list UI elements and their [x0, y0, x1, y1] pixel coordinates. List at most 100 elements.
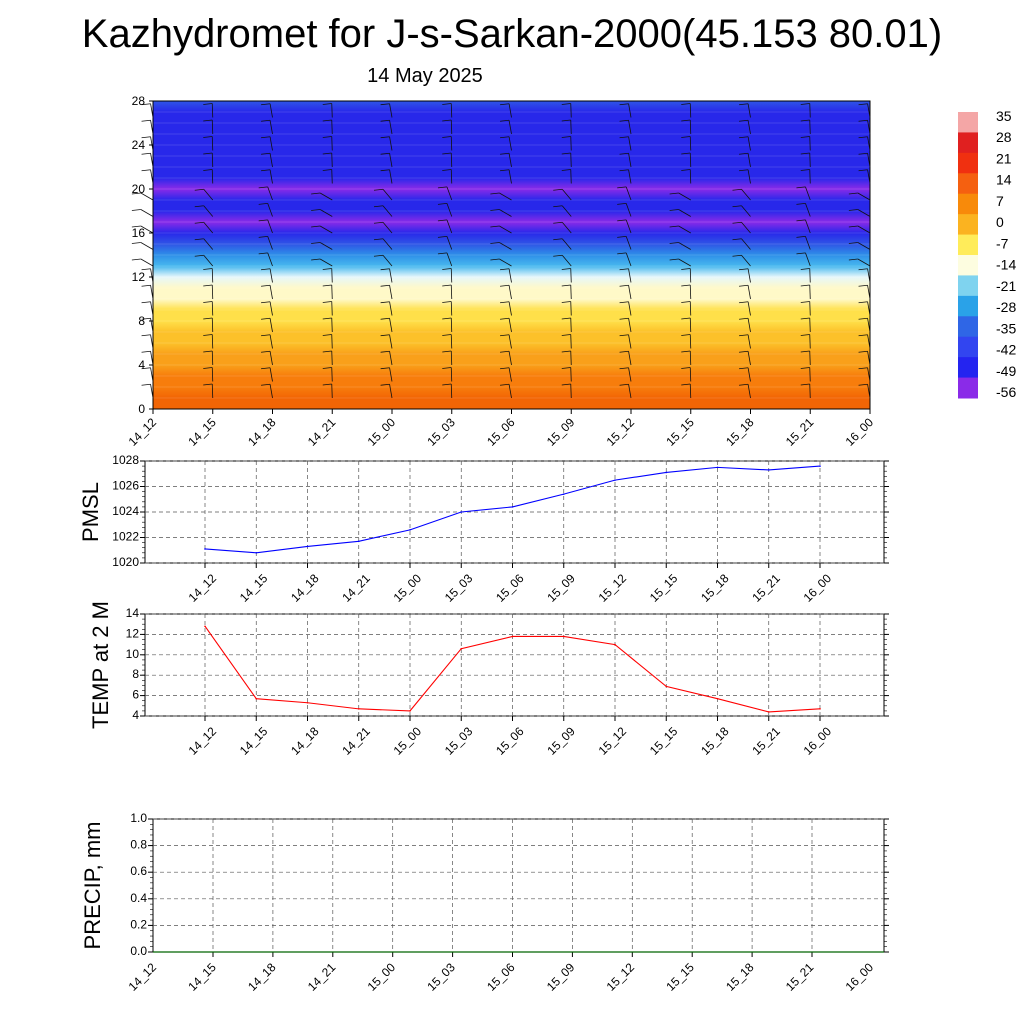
wind-barb-flag — [141, 334, 151, 337]
wind-barb — [805, 252, 811, 267]
x-tick-label: 14_12 — [126, 960, 160, 994]
data-point — [357, 540, 360, 543]
wind-barb-flag — [203, 268, 213, 270]
wind-barb-flag — [858, 317, 868, 320]
wind-barb-flag — [261, 317, 271, 320]
wind-barb-flag — [322, 350, 332, 353]
y-tick-label: 4 — [132, 708, 139, 722]
wind-barb-flag — [322, 284, 332, 287]
wind-barb — [747, 318, 751, 333]
wind-barb — [382, 238, 393, 250]
wind-barb-flag — [561, 152, 571, 155]
wind-barb — [747, 285, 751, 300]
wind-barb — [150, 285, 154, 300]
wind-barb — [805, 203, 811, 217]
wind-barb-flag — [500, 317, 510, 320]
y-tick-label: 1028 — [112, 453, 139, 467]
wind-barb-flag — [203, 317, 213, 320]
data-point — [767, 469, 770, 471]
x-tick-label: 15_15 — [663, 960, 697, 994]
wind-barb — [508, 120, 512, 135]
wind-barb — [203, 238, 214, 250]
wind-barb — [140, 242, 154, 250]
wind-barb-flag — [681, 152, 691, 155]
wind-barb — [140, 225, 154, 234]
wind-barb-flag — [203, 284, 213, 287]
wind-barb-flag — [261, 169, 271, 172]
x-tick-label: 15_06 — [493, 571, 527, 605]
wind-barb — [747, 103, 751, 118]
wind-barb-flag — [669, 225, 679, 228]
wind-barb — [628, 103, 632, 118]
wind-barb — [269, 103, 273, 118]
wind-barb — [389, 384, 393, 399]
wind-barb — [857, 258, 871, 267]
wind-barb — [867, 169, 871, 184]
wind-barb — [678, 225, 691, 234]
wind-barb-flag — [858, 136, 868, 139]
wind-barb-flag — [500, 169, 510, 172]
wind-barb — [446, 252, 453, 267]
wind-barb-flag — [194, 254, 204, 257]
wind-barb-flag — [131, 225, 141, 228]
wind-barb-flag — [380, 367, 390, 370]
wind-barb — [741, 222, 751, 234]
wind-barb-flag — [442, 301, 452, 303]
wind-barb — [269, 334, 273, 349]
wind-barb-flag — [561, 301, 571, 303]
wind-barb-flag — [322, 119, 332, 122]
wind-barb-flag — [732, 205, 742, 208]
x-tick-label: 14_15 — [185, 960, 219, 994]
wind-barb-flag — [681, 119, 691, 122]
wind-barb — [382, 205, 393, 217]
wind-barb-flag — [619, 334, 629, 337]
wind-barb-flag — [203, 169, 213, 171]
wind-barb-flag — [380, 334, 390, 337]
wind-barb — [389, 153, 393, 168]
wind-barb-flag — [500, 367, 510, 370]
wind-barb — [508, 285, 512, 300]
wind-barb — [499, 192, 512, 201]
wind-barb-flag — [561, 268, 571, 270]
wind-barb-flag — [141, 284, 151, 287]
wind-barb-flag — [561, 383, 571, 386]
wind-barb-flag — [380, 317, 390, 320]
colorbar-label: -56 — [996, 384, 1016, 400]
wind-barb — [150, 268, 154, 283]
wind-barb — [625, 236, 632, 250]
y-tick-label: 1024 — [112, 504, 139, 518]
wind-barb — [382, 222, 393, 234]
wind-barb-flag — [442, 383, 452, 386]
wind-barb-flag — [800, 367, 810, 369]
wind-barb-flag — [681, 284, 691, 287]
wind-barb-flag — [561, 119, 571, 122]
wind-barb-flag — [739, 350, 749, 353]
wind-barb-flag — [796, 186, 806, 189]
wind-barb-flag — [619, 284, 629, 287]
colorbar-swatch — [958, 336, 978, 358]
colorbar-swatch — [958, 234, 978, 256]
wind-barb — [446, 203, 453, 217]
x-tick-label: 15_00 — [365, 415, 399, 449]
y-axis-label: PRECIP, mm — [80, 822, 105, 950]
x-tick-label: 14_15 — [237, 724, 271, 758]
wind-barb-flag — [490, 192, 500, 195]
wind-barb-flag — [858, 268, 868, 271]
wind-barb-flag — [619, 119, 629, 122]
wind-barb — [150, 153, 154, 168]
wind-barb-flag — [619, 152, 629, 155]
wind-barb-flag — [858, 367, 868, 370]
wind-barb — [150, 351, 154, 366]
plot-frame — [144, 613, 885, 717]
data-point — [409, 529, 411, 531]
data-point — [460, 647, 463, 650]
colorbar-swatch — [958, 152, 978, 174]
colorbar-swatch — [958, 255, 978, 276]
wind-barb-flag — [796, 235, 806, 238]
y-tick-label: 12 — [132, 270, 146, 284]
wind-barb-flag — [380, 383, 390, 386]
wind-barb-flag — [203, 103, 213, 105]
x-tick-label: 14_18 — [245, 960, 279, 994]
wind-barb-flag — [322, 367, 332, 369]
wind-barb — [741, 205, 751, 217]
